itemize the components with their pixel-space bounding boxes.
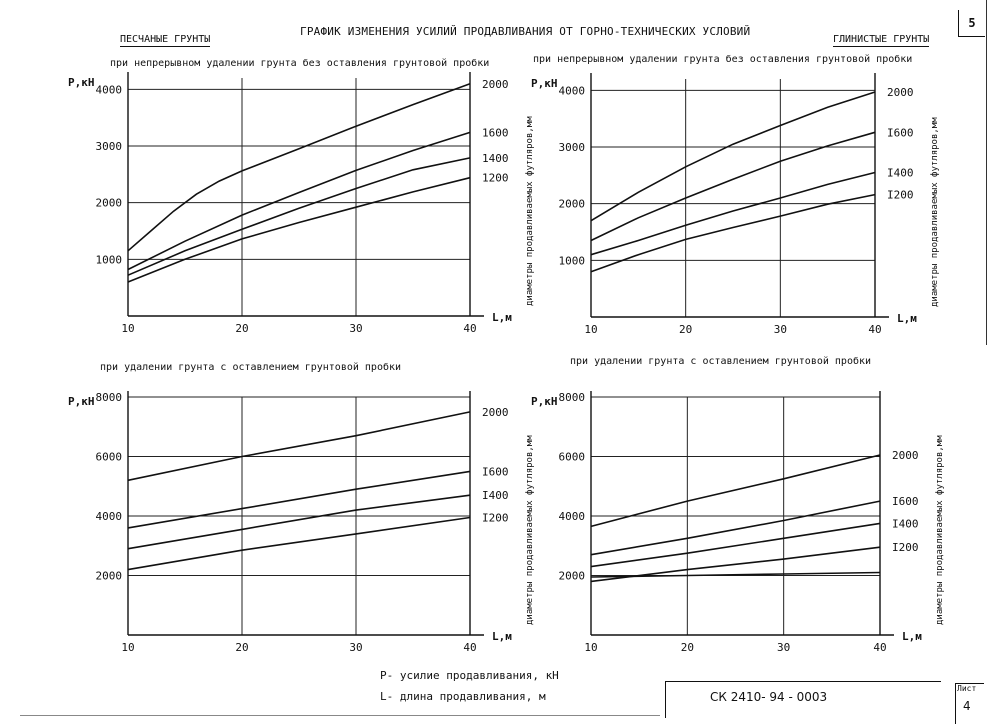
series-line-I400 bbox=[590, 522, 881, 568]
series-label: 1200 bbox=[482, 172, 509, 185]
x-tick-label: 40 bbox=[868, 323, 881, 336]
chart-sandy-plug: при удалении грунта с оставлением грунто… bbox=[68, 361, 535, 654]
frame-rule bbox=[986, 0, 987, 345]
sheet-label: Лист bbox=[957, 684, 977, 693]
series-label: I400 bbox=[892, 517, 919, 530]
x-tick-label: 30 bbox=[349, 641, 362, 654]
x-tick-label: 10 bbox=[121, 322, 134, 335]
x-tick-label: 40 bbox=[463, 641, 476, 654]
y-tick-label: 2000 bbox=[96, 570, 123, 583]
y-tick-label: 2000 bbox=[96, 197, 123, 210]
x-tick-label: 20 bbox=[235, 641, 248, 654]
stamp-code: СК 2410- 94 - 0003 bbox=[710, 690, 828, 704]
diameter-axis-title: диаметры продавливаемых футляров,мм bbox=[935, 435, 945, 625]
sheet-box bbox=[955, 683, 984, 724]
diameter-axis-title: диаметры продавливаемых футляров,мм bbox=[930, 117, 940, 307]
y-tick-label: 2000 bbox=[559, 198, 586, 211]
y-tick-label: 4000 bbox=[96, 510, 123, 523]
sandy-soils-heading: ПЕСЧАНЫЕ ГРУНТЫ bbox=[120, 34, 211, 47]
x-tick-label: 30 bbox=[349, 322, 362, 335]
x-tick-label: 10 bbox=[584, 641, 597, 654]
series-label: I400 bbox=[482, 489, 509, 502]
chart-sandy-continuous: при непрерывном удалении грунта без оста… bbox=[68, 57, 535, 335]
sheet-number: 4 bbox=[963, 699, 971, 713]
x-axis-title: L,м bbox=[492, 630, 512, 643]
x-tick-label: 10 bbox=[584, 323, 597, 336]
x-axis-title: L,м bbox=[897, 312, 917, 325]
y-tick-label: 4000 bbox=[559, 84, 586, 97]
x-tick-label: 20 bbox=[235, 322, 248, 335]
series-line-I200 bbox=[127, 516, 471, 571]
series-line-I400 bbox=[127, 494, 471, 550]
series-line-I400 bbox=[590, 171, 876, 256]
series-line-I200 bbox=[590, 193, 876, 273]
x-tick-label: 30 bbox=[774, 323, 787, 336]
y-axis-title: Р,кН bbox=[531, 77, 558, 90]
y-tick-label: 4000 bbox=[96, 83, 123, 96]
chart-subtitle: при удалении грунта с оставлением грунто… bbox=[100, 361, 401, 373]
series-line-unnamed bbox=[590, 571, 881, 578]
y-tick-label: 1000 bbox=[96, 253, 123, 266]
series-label: 1400 bbox=[482, 152, 509, 165]
y-tick-label: 3000 bbox=[96, 140, 123, 153]
x-tick-label: 30 bbox=[777, 641, 790, 654]
legend-l: L- длина продавливания, м bbox=[380, 690, 546, 703]
y-tick-label: 3000 bbox=[559, 141, 586, 154]
series-label: 1600 bbox=[482, 126, 509, 139]
y-tick-label: 2000 bbox=[559, 570, 586, 583]
stamp-box bbox=[665, 681, 941, 718]
chart-subtitle: при непрерывном удалении грунта без оста… bbox=[110, 57, 489, 69]
series-line-2000 bbox=[590, 91, 876, 222]
page-number: 5 bbox=[958, 10, 985, 37]
chart-clay-plug: при удалении грунта с оставлением грунто… bbox=[531, 355, 945, 654]
x-axis-title: L,м bbox=[492, 311, 512, 324]
legend-p: Р- усилие продавливания, кН bbox=[380, 669, 559, 682]
series-line-1400 bbox=[127, 157, 471, 276]
y-tick-label: 1000 bbox=[559, 254, 586, 267]
x-tick-label: 40 bbox=[873, 641, 886, 654]
y-tick-label: 6000 bbox=[96, 451, 123, 464]
chart-subtitle: при удалении грунта с оставлением грунто… bbox=[570, 355, 871, 367]
series-line-2000 bbox=[127, 411, 471, 482]
series-label: 2000 bbox=[482, 78, 509, 91]
y-tick-label: 8000 bbox=[96, 391, 123, 404]
y-axis-title: Р,кН bbox=[531, 395, 558, 408]
y-tick-label: 4000 bbox=[559, 510, 586, 523]
chart-clay-continuous: при непрерывном удалении грунта без оста… bbox=[531, 53, 940, 336]
series-label: 2000 bbox=[887, 86, 914, 99]
diameter-axis-title: диаметры продавливаемых футляров,мм bbox=[525, 435, 535, 625]
x-axis-title: L,м bbox=[902, 630, 922, 643]
series-line-1600 bbox=[127, 131, 471, 271]
series-line-1200 bbox=[127, 176, 471, 283]
series-label: 2000 bbox=[892, 449, 919, 462]
series-line-I600 bbox=[590, 500, 881, 556]
y-axis-title: Р,кН bbox=[68, 395, 95, 408]
x-tick-label: 20 bbox=[681, 641, 694, 654]
series-label: I200 bbox=[887, 189, 914, 202]
series-line-2000 bbox=[590, 454, 881, 528]
document-title: ГРАФИК ИЗМЕНЕНИЯ УСИЛИЙ ПРОДАВЛИВАНИЯ ОТ… bbox=[300, 25, 751, 38]
chart-subtitle: при непрерывном удалении грунта без оста… bbox=[533, 53, 912, 65]
series-label: I400 bbox=[887, 167, 914, 180]
series-line-I600 bbox=[590, 131, 876, 242]
x-tick-label: 10 bbox=[121, 641, 134, 654]
series-label: I600 bbox=[482, 465, 509, 478]
diameter-axis-title: диаметры продавливаемых футляров,мм bbox=[525, 116, 535, 306]
clay-soils-heading: ГЛИНИСТЫЕ ГРУНТЫ bbox=[833, 34, 930, 47]
series-label: I600 bbox=[892, 495, 919, 508]
x-tick-label: 40 bbox=[463, 322, 476, 335]
series-label: I200 bbox=[482, 511, 509, 524]
x-tick-label: 20 bbox=[679, 323, 692, 336]
series-label: I200 bbox=[892, 541, 919, 554]
series-label: I600 bbox=[887, 126, 914, 139]
series-label: 2000 bbox=[482, 406, 509, 419]
bottom-rule bbox=[20, 715, 660, 716]
series-line-I600 bbox=[127, 470, 471, 529]
y-axis-title: Р,кН bbox=[68, 76, 95, 89]
y-tick-label: 6000 bbox=[559, 451, 586, 464]
y-tick-label: 8000 bbox=[559, 391, 586, 404]
series-line-2000 bbox=[127, 82, 471, 252]
